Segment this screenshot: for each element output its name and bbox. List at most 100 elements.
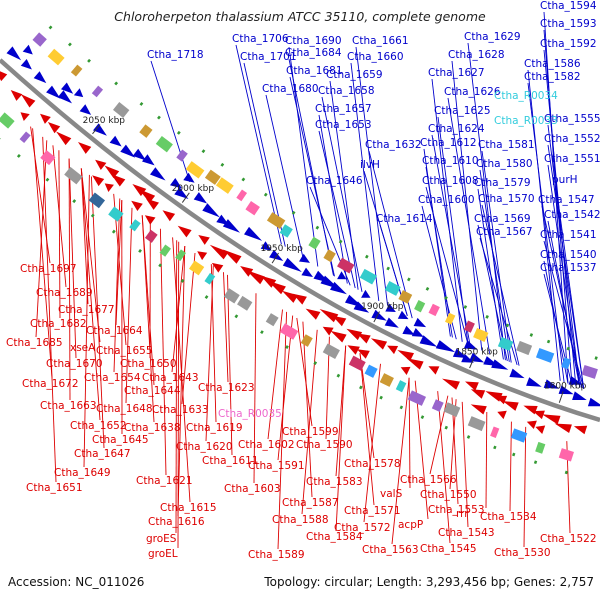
gene-label-reverse: Ctha_1590 bbox=[296, 439, 353, 451]
gc-dot bbox=[444, 425, 448, 430]
gc-dot bbox=[463, 305, 468, 309]
red-connector bbox=[80, 168, 101, 421]
gc-dot bbox=[594, 356, 598, 360]
gene-label-forward: Ctha_1600 bbox=[418, 194, 475, 206]
gene-label-reverse: Ctha_1685 bbox=[6, 337, 63, 349]
red-connector bbox=[223, 272, 229, 383]
cog-block bbox=[176, 149, 188, 162]
red-connector bbox=[90, 176, 105, 449]
gene-label-reverse: Ctha_1578 bbox=[344, 458, 401, 470]
cog-block bbox=[129, 219, 141, 232]
cog-block bbox=[561, 357, 572, 370]
gene-label-forward: purH bbox=[552, 174, 578, 186]
cog-block bbox=[245, 201, 260, 216]
forward-gene-arrow bbox=[463, 340, 478, 350]
forward-gene-arrow bbox=[435, 340, 456, 353]
gc-dot bbox=[546, 339, 551, 344]
forward-gene-arrow bbox=[353, 301, 370, 313]
red-connector bbox=[391, 377, 410, 545]
gene-label-forward: Ctha_1541 bbox=[540, 229, 597, 241]
reverse-gene-arrow bbox=[406, 358, 424, 370]
gene-label-forward: Ctha_1660 bbox=[347, 51, 404, 63]
red-connector bbox=[335, 345, 347, 532]
genome-summary: Topology: circular; Length: 3,293,456 bp… bbox=[263, 575, 594, 589]
gene-label-reverse: Ctha_1534 bbox=[480, 511, 537, 523]
reverse-gene-arrow bbox=[223, 249, 242, 264]
blue-connector bbox=[431, 78, 463, 342]
forward-gene-arrow bbox=[587, 397, 600, 407]
cog-block bbox=[308, 236, 321, 250]
reverse-gene-arrow bbox=[470, 389, 486, 399]
forward-gene-arrow bbox=[193, 192, 208, 204]
reverse-gene-arrow bbox=[246, 269, 265, 285]
gene-label-forward: Ctha_1632 bbox=[365, 139, 422, 151]
gene-label-reverse: Ctha_1588 bbox=[272, 514, 329, 526]
cog-block bbox=[223, 288, 240, 304]
kbp-label: 2050 kbp bbox=[83, 116, 126, 126]
kbp-label: 1800 kbp bbox=[544, 382, 587, 392]
gene-label-reverse: acpP bbox=[398, 519, 423, 531]
red-connector bbox=[363, 363, 381, 523]
cog-block bbox=[47, 48, 65, 66]
gene-label-forward: Ctha_1567 bbox=[476, 226, 533, 238]
red-connector bbox=[125, 207, 133, 404]
gene-label-reverse: Ctha_1647 bbox=[74, 448, 131, 460]
reverse-gene-arrow bbox=[0, 71, 8, 82]
blue-connector bbox=[543, 240, 585, 389]
red-connector bbox=[113, 198, 121, 373]
gc-dot bbox=[285, 345, 289, 349]
kbp-tick bbox=[469, 356, 475, 369]
cog-block bbox=[32, 32, 47, 47]
gc-dot bbox=[176, 130, 181, 135]
cog-block bbox=[473, 327, 489, 343]
red-connector bbox=[359, 353, 375, 459]
reverse-gene-arrow bbox=[346, 328, 363, 341]
blue-connector bbox=[321, 96, 363, 292]
kbp-tick bbox=[271, 252, 279, 264]
reverse-gene-arrow bbox=[502, 401, 519, 411]
reverse-gene-arrow bbox=[20, 94, 36, 108]
gc-dot bbox=[512, 452, 516, 457]
gene-labels: Ctha_1594 Ctha_1593 Ctha_1592 Ctha_1629 Ctha… bbox=[6, 0, 600, 561]
gene-label-forward: Ctha_1626 bbox=[444, 86, 501, 98]
gene-label-forward: Ctha_1537 bbox=[540, 262, 597, 274]
gene-label-reverse: Ctha_1563 bbox=[362, 544, 419, 556]
cog-block bbox=[398, 290, 413, 304]
gene-label-reverse: groES bbox=[146, 533, 177, 545]
gc-dot bbox=[399, 405, 404, 410]
gc-dot bbox=[138, 249, 142, 253]
forward-gene-arrow bbox=[299, 253, 310, 263]
cog-block bbox=[204, 169, 221, 185]
reverse-gene-arrow bbox=[357, 333, 371, 344]
reverse-gene-arrow bbox=[292, 293, 307, 305]
kbp-ticks: 2050 kbp 2000 kbp 1950 kbp 1900 kbp 1850 kbp… bbox=[83, 116, 587, 403]
gene-label-forward: Ctha_1610 bbox=[422, 155, 479, 167]
reverse-gene-arrow bbox=[573, 425, 588, 435]
cog-block bbox=[407, 390, 427, 406]
gene-label-reverse: Ctha_1664 bbox=[86, 325, 143, 337]
cog-block bbox=[144, 229, 158, 243]
gc-dot bbox=[444, 296, 448, 300]
gc-dot bbox=[180, 278, 185, 283]
cog-block bbox=[414, 300, 426, 313]
reverse-gene-arrow bbox=[523, 405, 538, 415]
reverse-gene-arrow bbox=[197, 251, 208, 261]
blue-connector bbox=[547, 220, 581, 388]
gc-dot bbox=[241, 177, 246, 182]
gene-label-forward: Ctha_1547 bbox=[538, 194, 595, 206]
red-connector bbox=[267, 309, 283, 440]
cog-block bbox=[510, 428, 528, 443]
red-connector bbox=[177, 245, 186, 517]
reverse-gene-arrow bbox=[532, 410, 545, 420]
forward-gene-arrow bbox=[33, 71, 47, 84]
forward-gene-arrow bbox=[371, 309, 387, 321]
forward-gene-arrow bbox=[361, 289, 371, 298]
forward-gene-arrow bbox=[120, 144, 136, 158]
reverse-gene-arrow bbox=[10, 90, 23, 101]
red-connector bbox=[523, 426, 527, 548]
cog-block bbox=[428, 303, 440, 317]
gc-dot bbox=[336, 373, 341, 378]
gene-label-forward: Ctha_1594 bbox=[540, 0, 597, 12]
gene-label-forward: Ctha_1680 bbox=[262, 83, 319, 95]
